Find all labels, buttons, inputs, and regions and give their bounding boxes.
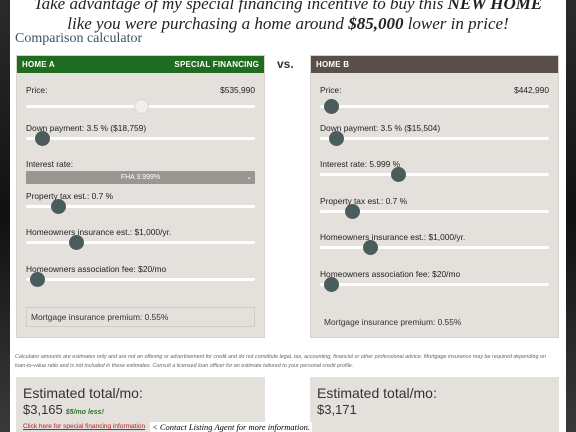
mortgage-insurance-label: Mortgage insurance premium: 0.55% (324, 317, 462, 327)
home-b-header: HOME B (311, 56, 558, 73)
price-row: Price: $442,990 (320, 85, 549, 95)
vs-label: vs. (277, 57, 294, 71)
insurance-slider-handle[interactable] (69, 235, 85, 250)
special-financing-link[interactable]: Click here for special financing informa… (23, 423, 146, 430)
total-value: $3,171 (317, 402, 357, 417)
hoa-fee-slider-handle[interactable] (324, 277, 340, 292)
interest-rate-slider[interactable]: Interest rate: 5.999 % (320, 159, 549, 189)
insurance-slider[interactable]: Homeowners insurance est.: $1,000/yr. (26, 227, 255, 257)
interest-rate-row: Interest rate: FHA 3.999% ⌄ (26, 159, 255, 189)
savings-badge: $5/mo less! (65, 409, 104, 416)
hoa-fee-slider[interactable]: Homeowners association fee: $20/mo (320, 269, 549, 299)
home-b-total: Estimated total/mo: $3,171 (310, 377, 559, 432)
insurance-label: Homeowners insurance est.: $1,000/yr. (320, 232, 466, 242)
property-tax-slider[interactable]: Property tax est.: 0.7 % (320, 196, 549, 226)
price-value: $442,990 (514, 85, 549, 95)
insurance-slider[interactable]: Homeowners insurance est.: $1,000/yr. (320, 232, 549, 262)
property-tax-slider[interactable]: Property tax est.: 0.7 % (26, 191, 255, 221)
left-backdrop (0, 0, 10, 432)
mortgage-insurance-label: Mortgage insurance premium: 0.55% (31, 312, 169, 322)
down-payment-slider-handle[interactable] (35, 131, 51, 146)
disclaimer-text: Calculator amounts are estimates only an… (15, 354, 546, 369)
property-tax-label: Property tax est.: 0.7 % (320, 196, 408, 206)
property-tax-slider-handle[interactable] (51, 199, 67, 214)
insurance-slider-handle[interactable] (363, 240, 379, 255)
home-a-panel: HOME A SPECIAL FINANCING Price: $535,990… (16, 55, 265, 338)
insurance-label: Homeowners insurance est.: $1,000/yr. (26, 227, 172, 237)
price-slider-handle[interactable] (324, 99, 340, 114)
property-tax-label: Property tax est.: 0.7 % (26, 191, 114, 201)
price-label: Price: (26, 85, 48, 95)
down-payment-slider-handle[interactable] (329, 131, 345, 146)
right-backdrop (566, 0, 576, 432)
property-tax-slider-handle[interactable] (345, 204, 361, 219)
calculator-title: Comparison calculator (15, 31, 143, 46)
price-label: Price: (320, 85, 342, 95)
home-a-header: HOME A SPECIAL FINANCING (17, 56, 264, 73)
home-b-title: HOME B (316, 60, 350, 69)
total-label: Estimated total/mo: (317, 385, 437, 401)
hoa-fee-slider[interactable]: Homeowners association fee: $20/mo (26, 264, 255, 294)
down-payment-label: Down payment: 3.5 % ($15,504) (320, 123, 441, 133)
hoa-fee-label: Homeowners association fee: $20/mo (320, 269, 461, 279)
price-row: Price: $535,990 (26, 85, 255, 95)
price-slider[interactable] (320, 99, 549, 124)
down-payment-label: Down payment: 3.5 % ($18,759) (26, 123, 147, 133)
total-label: Estimated total/mo: (23, 385, 143, 401)
promo-headline: Take advantage of my special financing i… (33, 0, 543, 33)
contact-agent-note: < Contact Listing Agent for more informa… (150, 422, 313, 432)
mortgage-insurance-box: Mortgage insurance premium: 0.55% (26, 307, 255, 327)
total-value: $3,165 (23, 402, 63, 417)
price-slider[interactable] (26, 99, 255, 124)
interest-rate-label: Interest rate: 5.999 % (320, 159, 401, 169)
mortgage-insurance-box: Mortgage insurance premium: 0.55% (320, 312, 549, 332)
interest-rate-slider-handle[interactable] (390, 167, 406, 182)
interest-rate-select[interactable]: FHA 3.999% ⌄ (26, 171, 255, 184)
special-financing-badge: SPECIAL FINANCING (174, 60, 259, 69)
home-a-title: HOME A (22, 60, 55, 69)
hoa-fee-slider-handle[interactable] (30, 272, 46, 287)
price-slider-handle[interactable] (133, 99, 149, 114)
down-payment-slider[interactable]: Down payment: 3.5 % ($18,759) (26, 123, 255, 153)
chevron-down-icon: ⌄ (246, 174, 252, 181)
hoa-fee-label: Homeowners association fee: $20/mo (26, 264, 167, 274)
home-b-panel: HOME B Price: $442,990 Down payment: 3.5… (310, 55, 559, 338)
price-value: $535,990 (220, 85, 255, 95)
interest-rate-label: Interest rate: (26, 159, 74, 169)
down-payment-slider[interactable]: Down payment: 3.5 % ($15,504) (320, 123, 549, 153)
